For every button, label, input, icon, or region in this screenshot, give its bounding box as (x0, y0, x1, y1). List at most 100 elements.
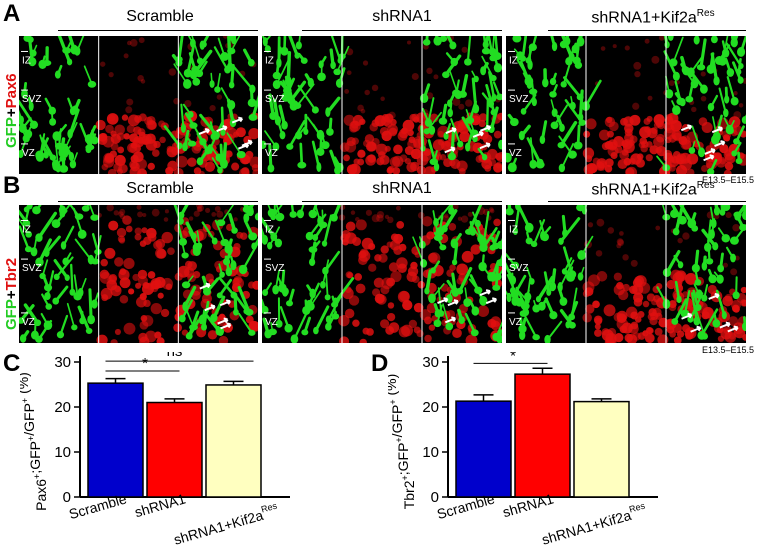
micrograph-svg: IZ SVZ VZ (19, 205, 258, 343)
red-cell (380, 245, 389, 254)
red-cell (676, 330, 685, 338)
green-cell (243, 308, 252, 315)
zone-label-svz: SVZ (265, 94, 284, 105)
red-cell (373, 277, 384, 288)
green-cell (551, 108, 558, 117)
green-cell (217, 166, 223, 174)
red-cell (125, 225, 133, 233)
red-cell (624, 123, 634, 134)
red-cell (108, 72, 114, 78)
green-process (41, 137, 55, 160)
red-cell (432, 139, 445, 151)
green-cell (181, 252, 189, 259)
red-cell (728, 316, 739, 327)
red-cell (444, 213, 449, 218)
red-cell (732, 224, 740, 232)
green-cell (74, 213, 84, 220)
green-cell (43, 247, 50, 258)
red-cell (386, 241, 393, 248)
red-cell (371, 214, 380, 223)
red-cell (231, 162, 240, 171)
red-cell (398, 326, 411, 338)
green-cell (264, 329, 272, 339)
green-cell (285, 300, 294, 307)
green-cell (182, 142, 188, 152)
red-cell (635, 158, 645, 168)
row-b-plus: + (3, 290, 20, 300)
green-cell (274, 238, 283, 248)
green-cell (525, 237, 533, 245)
green-cell (190, 232, 197, 240)
red-cell (144, 330, 157, 343)
green-cell (211, 237, 218, 245)
green-process (449, 71, 460, 97)
red-cell (668, 300, 677, 309)
arrow-icon (680, 124, 693, 132)
green-cell (51, 219, 61, 229)
red-cell (113, 210, 119, 216)
green-cell (470, 329, 479, 337)
red-cell (101, 163, 109, 171)
green-cell (464, 58, 472, 66)
zone-label-iz: IZ (22, 224, 31, 235)
red-cell (682, 232, 690, 240)
green-cell (733, 138, 740, 145)
green-cell (294, 52, 300, 59)
red-cell (396, 221, 405, 229)
red-cell (630, 321, 639, 330)
green-cell (325, 322, 332, 331)
y-axis-label: Tbr2+;GFP+/GFP+ (%) (388, 374, 417, 510)
red-cell (634, 275, 645, 286)
red-cell (655, 312, 663, 320)
red-cell (725, 212, 732, 219)
red-cell (366, 328, 374, 336)
red-cell (137, 128, 146, 137)
red-cell (354, 273, 362, 281)
green-cell (275, 212, 285, 222)
green-process (706, 219, 712, 249)
red-cell (646, 141, 653, 148)
green-cell (316, 162, 322, 172)
green-cell (287, 96, 296, 105)
green-cell (87, 80, 97, 88)
red-cell (126, 40, 132, 46)
red-cell (122, 215, 132, 225)
sig-star: * (510, 352, 516, 364)
red-cell (623, 157, 632, 166)
red-cell (387, 216, 394, 224)
red-cell (723, 325, 732, 335)
green-cell (230, 260, 237, 271)
row-a-line-scramble (58, 30, 258, 31)
green-cell (216, 326, 225, 336)
arrow-icon (219, 299, 231, 307)
green-cell (69, 288, 76, 296)
green-process (191, 49, 213, 77)
red-cell (682, 291, 689, 298)
green-process (450, 127, 456, 159)
green-cell (35, 335, 43, 343)
red-cell (384, 214, 390, 220)
green-process (178, 230, 186, 257)
green-process (521, 289, 530, 315)
red-cell (368, 263, 377, 272)
red-cell (395, 205, 401, 211)
red-cell (116, 227, 127, 238)
red-cell (733, 91, 738, 96)
green-cell (207, 144, 213, 155)
row-a-line-shrna1 (302, 30, 502, 31)
green-cell (295, 131, 303, 140)
red-cell (369, 122, 378, 132)
red-cell (701, 165, 709, 173)
red-cell (402, 299, 413, 311)
green-process (662, 205, 668, 218)
red-cell (118, 163, 128, 174)
green-cell (77, 229, 87, 239)
red-cell (490, 320, 501, 331)
red-cell (380, 319, 390, 329)
green-cell (710, 36, 718, 44)
green-process (334, 277, 355, 304)
green-process (275, 46, 282, 77)
green-cell (225, 267, 233, 277)
red-cell (728, 143, 740, 155)
green-cell (693, 316, 701, 326)
